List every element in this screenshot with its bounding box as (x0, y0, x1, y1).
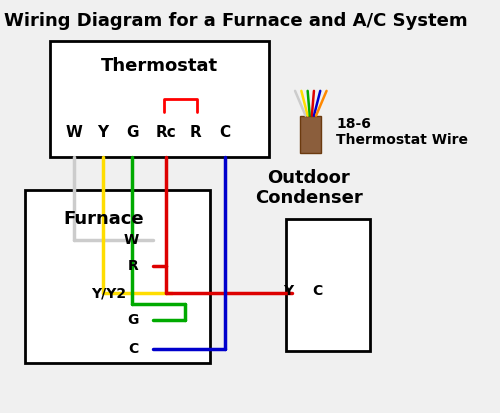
Bar (300, 116, 322, 153)
Text: W: W (65, 125, 82, 140)
Text: R: R (128, 259, 138, 273)
Bar (286, 219, 370, 351)
Text: Furnace: Furnace (63, 210, 144, 228)
Text: C: C (219, 125, 230, 140)
Text: C: C (128, 342, 138, 356)
Text: Y: Y (98, 125, 108, 140)
Text: Rc: Rc (156, 125, 176, 140)
Text: W: W (124, 233, 138, 247)
Text: Thermostat: Thermostat (101, 57, 218, 75)
Text: C: C (312, 284, 322, 298)
Text: Y: Y (282, 284, 293, 298)
Text: Wiring Diagram for a Furnace and A/C System: Wiring Diagram for a Furnace and A/C Sys… (4, 12, 468, 31)
Bar (25, 190, 210, 363)
Bar (50, 41, 269, 157)
Text: R: R (190, 125, 201, 140)
Text: 18-6
Thermostat Wire: 18-6 Thermostat Wire (336, 117, 468, 147)
Text: Y/Y2: Y/Y2 (91, 286, 126, 300)
Text: G: G (127, 313, 138, 327)
Text: Outdoor
Condenser: Outdoor Condenser (255, 169, 362, 207)
Text: G: G (126, 125, 138, 140)
